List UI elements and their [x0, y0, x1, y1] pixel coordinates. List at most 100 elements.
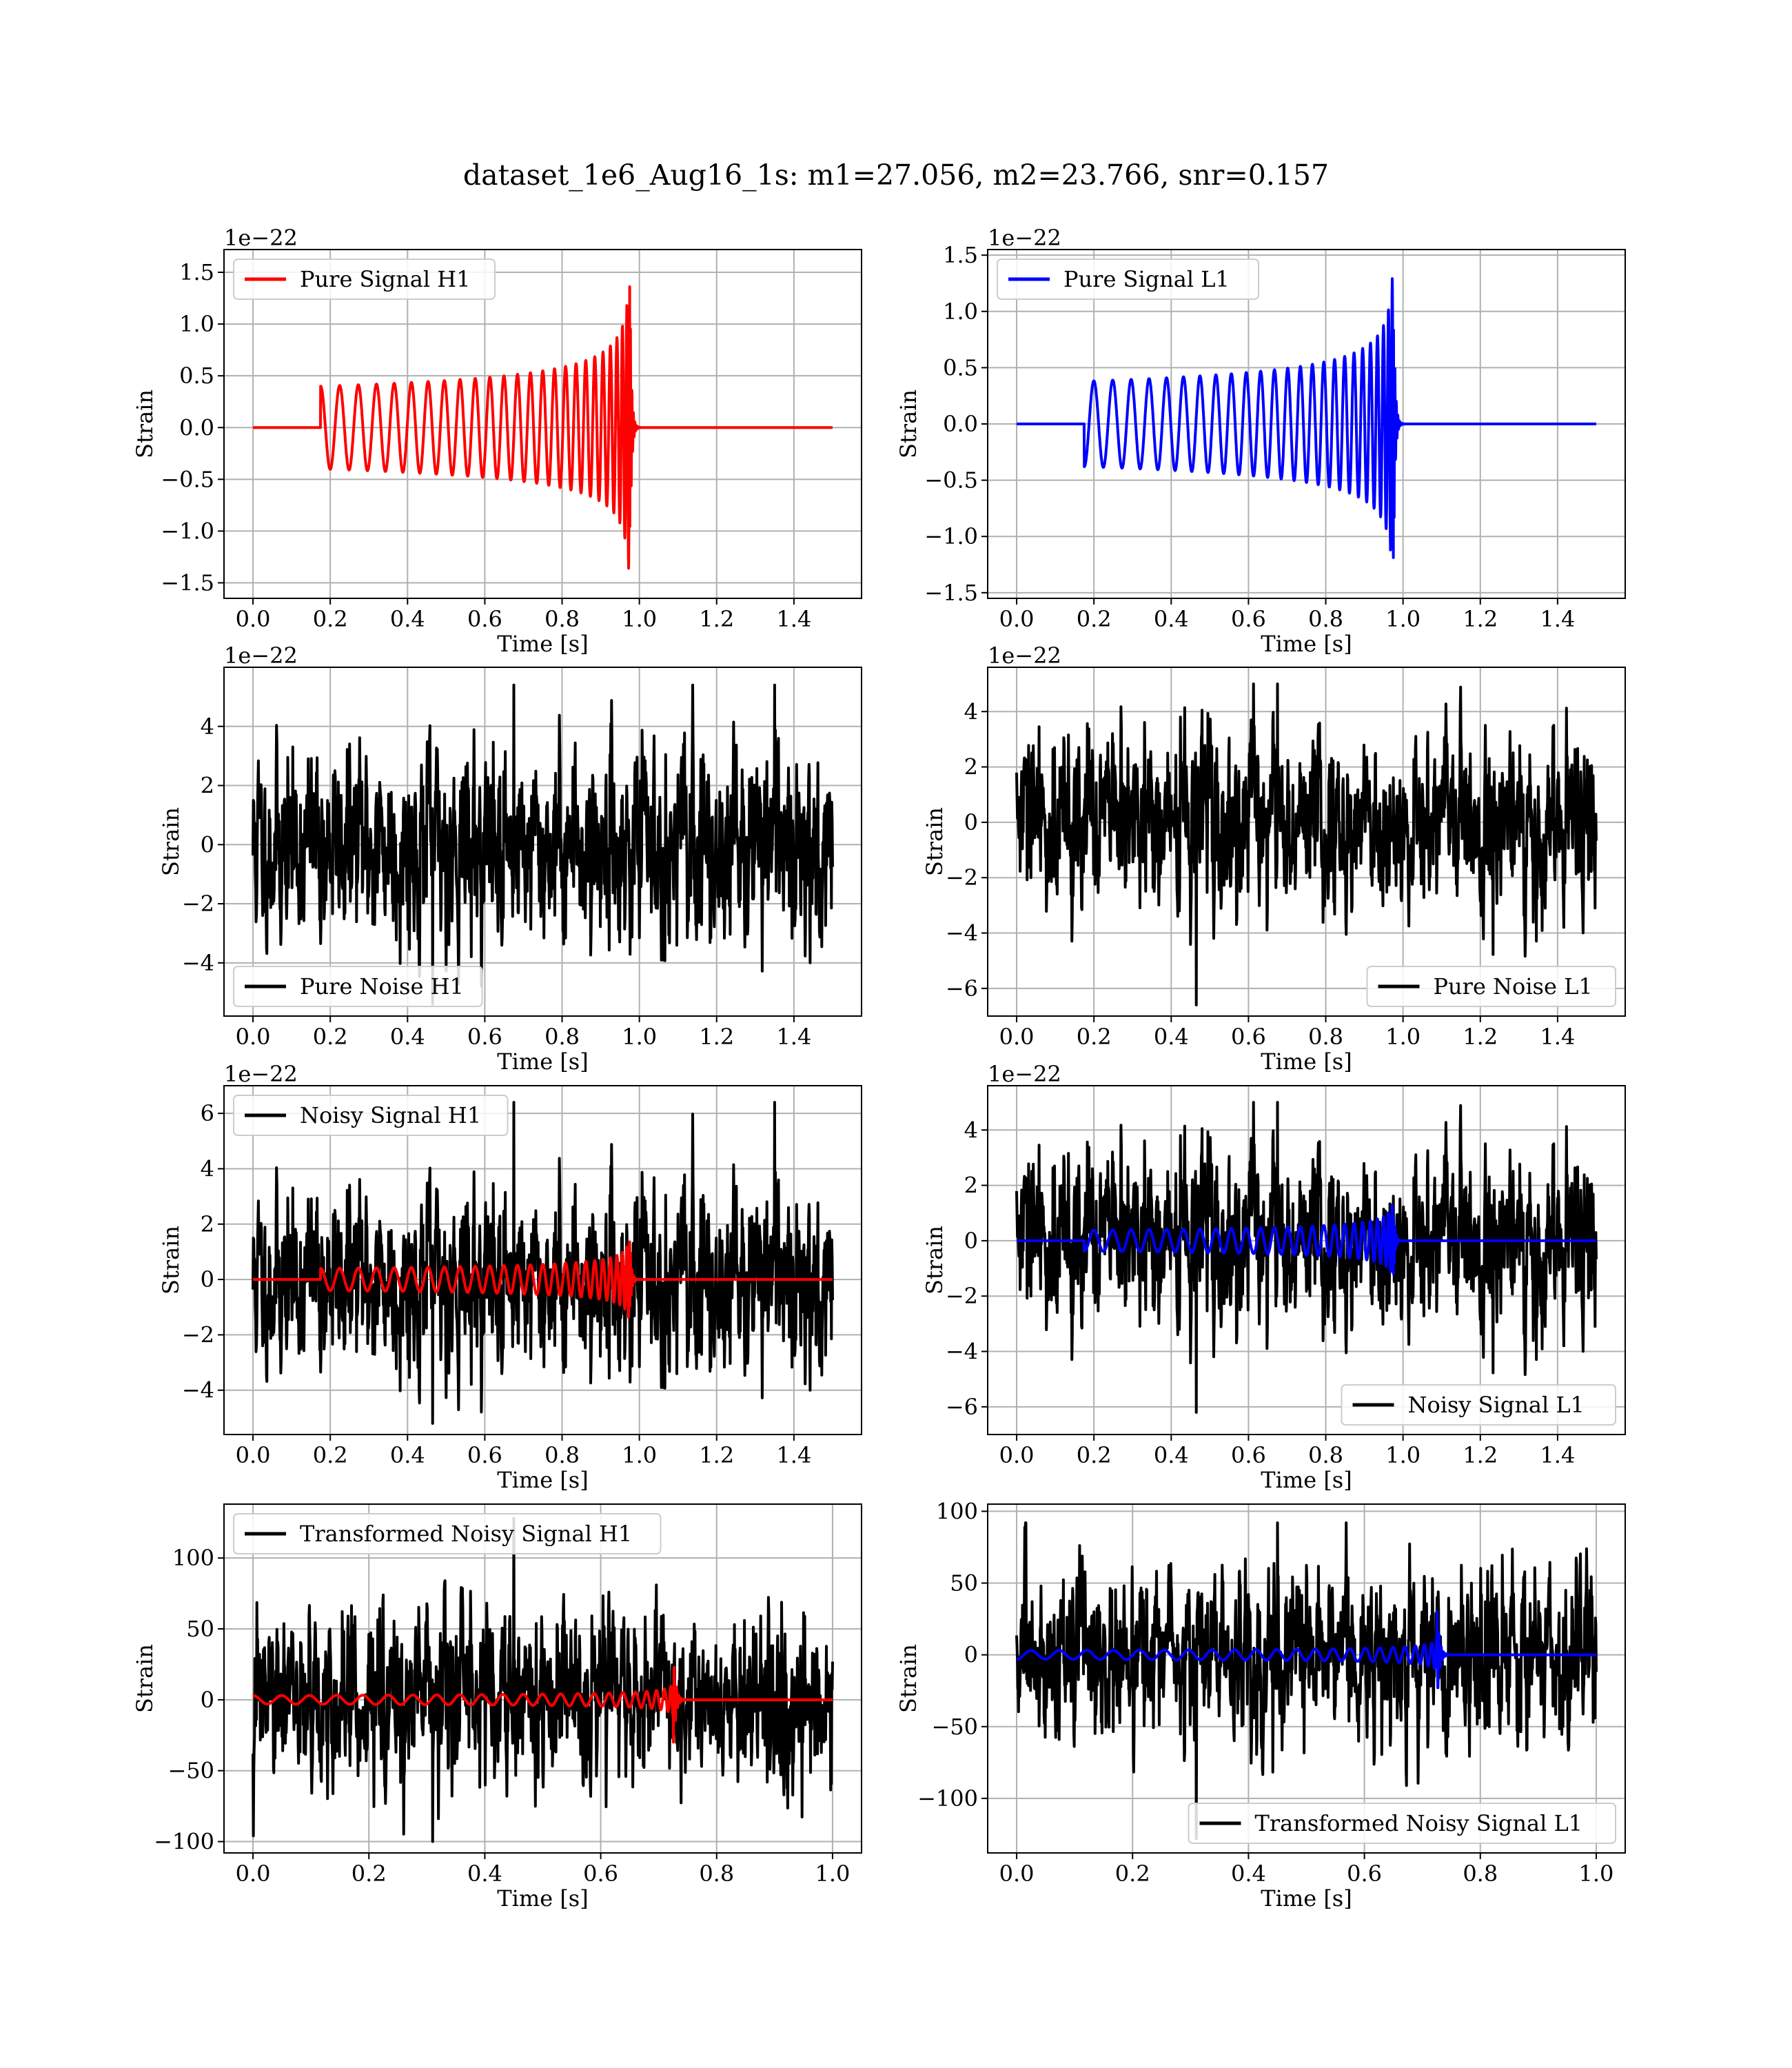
- series-line-noise: [1015, 682, 1598, 1006]
- x-axis-label: Time [s]: [497, 1048, 588, 1075]
- x-tick-label: 0.4: [1154, 1442, 1189, 1468]
- x-tick-label: 1.4: [1540, 1442, 1575, 1468]
- figure-title: dataset_1e6_Aug16_1s: m1=27.056, m2=23.7…: [463, 159, 1329, 192]
- y-tick-label: −1.0: [161, 518, 214, 544]
- x-tick-label: 0.8: [1308, 606, 1343, 632]
- series-line-signal: [1015, 277, 1598, 559]
- x-tick-label: 0.4: [390, 606, 425, 632]
- x-tick-label: 0.6: [1231, 1024, 1266, 1050]
- y-offset-text: 1e−22: [988, 1061, 1061, 1087]
- y-tick-label: 4: [964, 698, 978, 724]
- x-axis-label: Time [s]: [1261, 1885, 1352, 1912]
- x-tick-label: 0.4: [390, 1442, 425, 1468]
- y-tick-label: −4: [182, 1377, 214, 1403]
- x-tick-label: 0.4: [1154, 606, 1189, 632]
- legend-box: [233, 258, 496, 300]
- y-tick-label: 0: [201, 831, 214, 858]
- y-tick-label: −6: [946, 1394, 978, 1420]
- x-tick-label: 0.8: [1463, 1861, 1498, 1887]
- y-tick-label: −1.0: [924, 523, 978, 549]
- x-tick-label: 1.2: [699, 1024, 734, 1050]
- y-axis-label: Strain: [132, 1644, 158, 1713]
- subplot-row4-left: 0.0 0.2 0.4 0.6 0.8 1.0 −100 −50 0 50 100 Time [s] S…: [132, 1503, 862, 1912]
- y-tick-label: 50: [186, 1616, 214, 1642]
- y-tick-label: −2: [946, 864, 978, 891]
- y-tick-label: −0.5: [161, 466, 214, 492]
- y-tick-label: −4: [946, 920, 978, 946]
- x-tick-label: 1.4: [776, 1442, 811, 1468]
- y-tick-label: −2: [182, 891, 214, 917]
- x-tick-label: 0.0: [999, 1024, 1035, 1050]
- x-tick-label: 1.0: [1385, 1024, 1421, 1050]
- x-tick-label: 0.0: [236, 606, 271, 632]
- y-tick-label: 2: [201, 1211, 214, 1237]
- x-axis-label: Time [s]: [497, 1885, 588, 1912]
- x-axis-label: Time [s]: [1261, 1048, 1352, 1075]
- legend-box: [1341, 1384, 1616, 1426]
- x-tick-label: 1.0: [1579, 1861, 1614, 1887]
- y-tick-label: 1.5: [943, 242, 978, 268]
- x-tick-label: 0.8: [544, 606, 580, 632]
- series-line-signal: [252, 285, 834, 570]
- x-tick-label: 1.2: [1463, 1024, 1498, 1050]
- x-tick-label: 0.2: [1115, 1861, 1150, 1887]
- x-tick-label: 0.0: [999, 1442, 1035, 1468]
- y-offset-text: 1e−22: [224, 642, 298, 669]
- y-tick-label: 4: [201, 1155, 214, 1182]
- y-tick-label: −50: [167, 1758, 214, 1784]
- series-group: [252, 1101, 834, 1425]
- legend-box: [233, 1513, 662, 1554]
- axes-frame: [987, 667, 1626, 1017]
- x-tick-label: 1.4: [776, 1024, 811, 1050]
- y-tick-label: 6: [201, 1100, 214, 1126]
- axes-frame: [223, 667, 862, 1017]
- legend: Transformed Noisy Signal L1: [1188, 1803, 1616, 1844]
- legend-label: Pure Noise L1: [1434, 973, 1593, 1000]
- axes-frame: [987, 1503, 1626, 1854]
- legend: Pure Signal H1: [233, 258, 496, 300]
- series-group: [1015, 682, 1598, 1006]
- x-axis-label: Time [s]: [1261, 631, 1352, 657]
- subplots-container: 0.0 0.2 0.4 0.6 0.8 1.0 1.2 1.4−1.5−1.0−0.50.00…: [132, 225, 1626, 1912]
- y-tick-label: 2: [964, 754, 978, 780]
- y-axis-label: Strain: [895, 389, 922, 458]
- x-tick-label: 0.2: [352, 1861, 387, 1887]
- subplot-row3-right: 0.0 0.2 0.4 0.6 0.8 1.0 1.2 1.4 −6 −4 −2 0 2 4 Time [s…: [922, 1061, 1626, 1493]
- x-tick-label: 1.0: [1385, 606, 1421, 632]
- y-tick-label: 0: [964, 809, 978, 835]
- x-tick-label: 0.8: [1308, 1442, 1343, 1468]
- y-tick-label: −1.5: [161, 569, 214, 596]
- x-tick-label: 0.6: [1231, 1442, 1266, 1468]
- series-group: [1015, 1101, 1598, 1414]
- x-tick-label: 0.6: [467, 1442, 502, 1468]
- y-tick-label: −0.5: [924, 467, 978, 494]
- series-line-signal: [1015, 1610, 1598, 1690]
- series-line-signal: [1015, 1204, 1598, 1275]
- x-tick-label: 0.2: [313, 1024, 348, 1050]
- y-tick-label: −1.5: [924, 580, 978, 606]
- series-line-signal: [252, 1240, 834, 1319]
- series-line-noise: [252, 1517, 834, 1843]
- y-tick-label: 2: [201, 773, 214, 799]
- x-tick-label: 0.2: [313, 1442, 348, 1468]
- y-tick-label: 0: [964, 1228, 978, 1254]
- series-group: [252, 1517, 834, 1843]
- y-tick-label: −4: [946, 1339, 978, 1365]
- x-tick-label: 0.8: [544, 1442, 580, 1468]
- legend-label: Pure Signal H1: [300, 266, 471, 292]
- y-tick-label: 4: [201, 713, 214, 740]
- legend: Transformed Noisy Signal H1: [233, 1513, 662, 1554]
- legend-label: Noisy Signal L1: [1408, 1392, 1585, 1418]
- series-group: [1015, 277, 1598, 559]
- x-tick-label: 0.6: [1347, 1861, 1382, 1887]
- y-axis-label: Strain: [158, 1226, 184, 1295]
- y-tick-label: 4: [964, 1117, 978, 1143]
- y-axis-label: Strain: [132, 389, 158, 458]
- x-tick-label: 1.4: [1540, 606, 1575, 632]
- y-tick-label: −6: [946, 975, 978, 1002]
- series-group: [252, 683, 834, 1006]
- y-tick-label: −100: [917, 1785, 978, 1812]
- y-axis-label: Strain: [922, 1226, 948, 1295]
- legend-box: [233, 1095, 509, 1136]
